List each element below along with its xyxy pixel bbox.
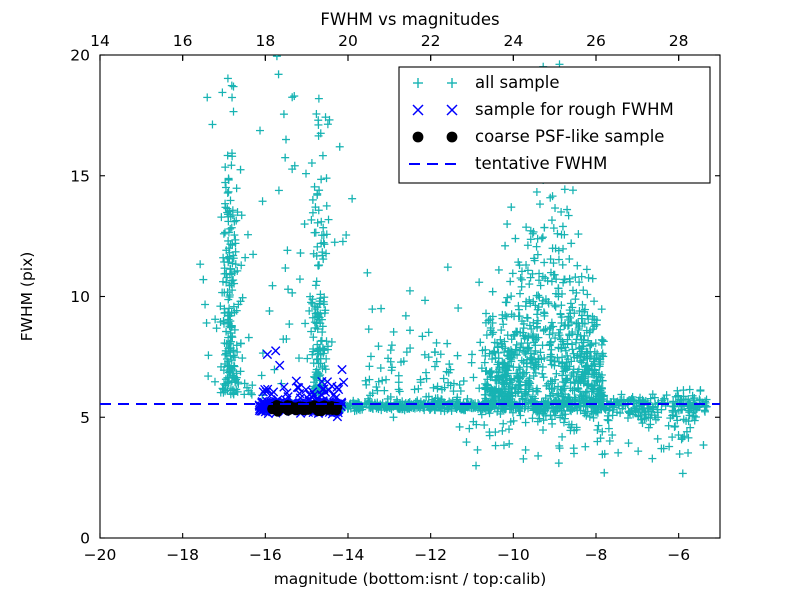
x-tick-label: −16 xyxy=(249,546,282,564)
x-tick-label: −12 xyxy=(414,546,447,564)
chart-title: FWHM vs magnitudes xyxy=(320,10,499,29)
y-tick-label: 10 xyxy=(70,288,90,306)
y-tick-label: 20 xyxy=(70,47,90,65)
y-tick-label: 0 xyxy=(80,530,90,548)
top-axis-tick-label: 14 xyxy=(90,32,110,50)
x-tick-label: −20 xyxy=(84,546,117,564)
y-tick-label: 15 xyxy=(70,167,90,185)
data-layer xyxy=(196,55,711,478)
data-point-x xyxy=(262,349,273,360)
data-point-x xyxy=(279,382,289,392)
x-tick-label: −6 xyxy=(667,546,690,564)
data-point-x xyxy=(270,346,281,356)
x-tick-label: −8 xyxy=(585,546,608,564)
top-axis-tick-label: 22 xyxy=(421,32,441,50)
x-tick-label: −18 xyxy=(166,546,199,564)
top-axis-tick-label: 20 xyxy=(338,32,358,50)
top-axis-tick-label: 16 xyxy=(173,32,193,50)
top-axis-tick-label: 24 xyxy=(503,32,523,50)
y-tick-label: 5 xyxy=(80,409,90,427)
top-axis-tick-label: 18 xyxy=(255,32,275,50)
top-axis-tick-label: 26 xyxy=(586,32,606,50)
top-axis-tick-label: 28 xyxy=(669,32,689,50)
x-tick-label: −14 xyxy=(332,546,365,564)
x-axis-label: magnitude (bottom:isnt / top:calib) xyxy=(274,570,547,588)
y-axis-label: FWHM (pix) xyxy=(18,252,36,342)
x-tick-label: −10 xyxy=(497,546,530,564)
